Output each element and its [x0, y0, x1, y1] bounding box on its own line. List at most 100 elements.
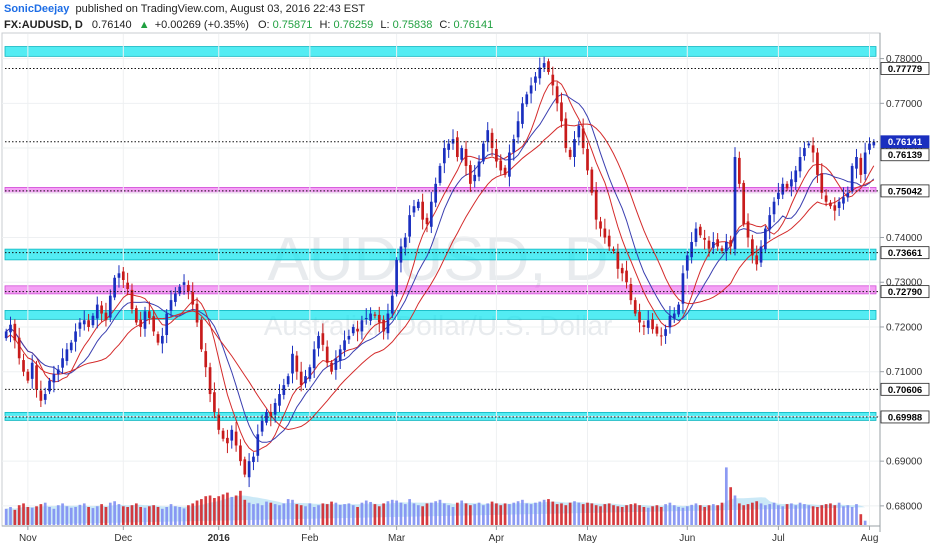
volume-bar: [829, 503, 832, 525]
volume-bar: [252, 504, 255, 525]
volume-bar: [208, 495, 212, 525]
volume-bar: [664, 504, 667, 525]
candle-body: [169, 300, 173, 311]
volume-bar: [551, 501, 555, 525]
candle-body: [278, 394, 281, 406]
volume-bar: [781, 506, 785, 525]
candle-body: [746, 221, 750, 238]
candle-body: [69, 342, 73, 351]
volume-bar: [659, 507, 663, 525]
candle-body: [182, 282, 186, 285]
time-tick-label: Feb: [301, 533, 319, 544]
volume-bar: [269, 502, 273, 525]
header-line-2: FX:AUDUSD, D 0.76140 ▲ +0.00269 (+0.35%)…: [4, 19, 493, 31]
close-value: 0.76141: [453, 19, 493, 31]
candle-body: [360, 320, 364, 332]
volume-bar: [247, 502, 251, 525]
candle-body: [134, 308, 138, 323]
candle-body: [195, 303, 199, 323]
volume-bar: [403, 504, 407, 525]
volume-bar: [837, 502, 841, 525]
volume-bar: [724, 467, 728, 525]
candle-body: [273, 403, 277, 415]
volume-bar: [560, 503, 563, 525]
candle-body: [35, 365, 38, 390]
volume-bar: [768, 504, 772, 525]
candle-body: [343, 340, 346, 351]
candle-body: [525, 94, 529, 105]
volume-bar: [512, 502, 516, 525]
candle-body: [473, 174, 477, 182]
time-axis[interactable]: Nov Dec 2016 Feb Mar Apr May Jun Jul Aug: [19, 526, 878, 544]
candle-body: [61, 358, 64, 368]
candle-body: [399, 246, 403, 263]
candle-body: [260, 420, 264, 432]
volume-bar: [399, 502, 403, 525]
volume-bar: [373, 504, 377, 525]
candle-body: [147, 311, 151, 319]
candle-body: [720, 248, 724, 251]
candle-body: [863, 152, 867, 174]
candle-body: [204, 351, 208, 368]
volume-bar: [87, 507, 90, 525]
candle-body: [737, 157, 741, 184]
volume-bar: [356, 507, 359, 525]
volume-bar: [217, 496, 221, 525]
candle-body: [681, 273, 685, 304]
volume-bar: [672, 505, 676, 525]
candle-body: [39, 390, 43, 401]
volume-bar: [139, 507, 143, 525]
volume-bar: [685, 506, 689, 525]
candle-body: [48, 380, 51, 392]
volume-bar: [56, 505, 60, 525]
candle-body: [573, 139, 576, 157]
volume-bar: [573, 501, 576, 525]
candle-body: [256, 434, 260, 456]
volume-bar: [577, 502, 581, 525]
time-tick-label: Apr: [489, 533, 505, 544]
volume-bar: [599, 506, 602, 525]
candle-body: [499, 160, 503, 171]
volume-bar: [490, 501, 494, 525]
volume-bar: [130, 505, 134, 525]
candle-body: [568, 149, 572, 157]
volume-bar: [126, 507, 129, 525]
moving-averages-layer: [5, 80, 875, 452]
volume-bar: [846, 505, 850, 525]
candle-body: [286, 376, 290, 385]
candle-body: [447, 143, 451, 150]
zone-cyan: [4, 46, 877, 57]
open-label: O:: [258, 19, 270, 31]
volume-bar: [195, 500, 199, 525]
author-name[interactable]: SonicDeejay: [4, 3, 70, 15]
ma-mid-line: [5, 93, 875, 443]
volume-bar: [338, 504, 342, 525]
volume-bar: [347, 503, 351, 525]
candle-body: [707, 240, 711, 249]
candle-body: [794, 170, 798, 183]
candle-body: [685, 255, 689, 271]
candle-body: [213, 392, 216, 412]
candle-body: [594, 190, 598, 220]
volume-bar: [69, 507, 73, 525]
candle-body: [620, 267, 624, 274]
volume-bar: [351, 505, 355, 525]
volume-bar: [39, 504, 43, 525]
candle-body: [803, 148, 806, 157]
candle-body: [529, 85, 533, 94]
candle-body: [577, 125, 581, 138]
low-value: 0.75838: [393, 19, 433, 31]
volume-bar: [850, 507, 854, 525]
candle-body: [659, 335, 663, 337]
volume-bar: [174, 506, 177, 525]
candle-body: [868, 143, 871, 150]
candle-body: [161, 335, 164, 344]
candle-body: [516, 121, 520, 138]
candle-body: [126, 282, 129, 289]
ma-slow-line: [5, 123, 875, 431]
volume-bar: [620, 507, 624, 525]
volume-bar: [425, 503, 429, 525]
volume-bar: [256, 503, 260, 525]
candle-body: [156, 334, 160, 343]
volume-bar: [690, 504, 693, 525]
